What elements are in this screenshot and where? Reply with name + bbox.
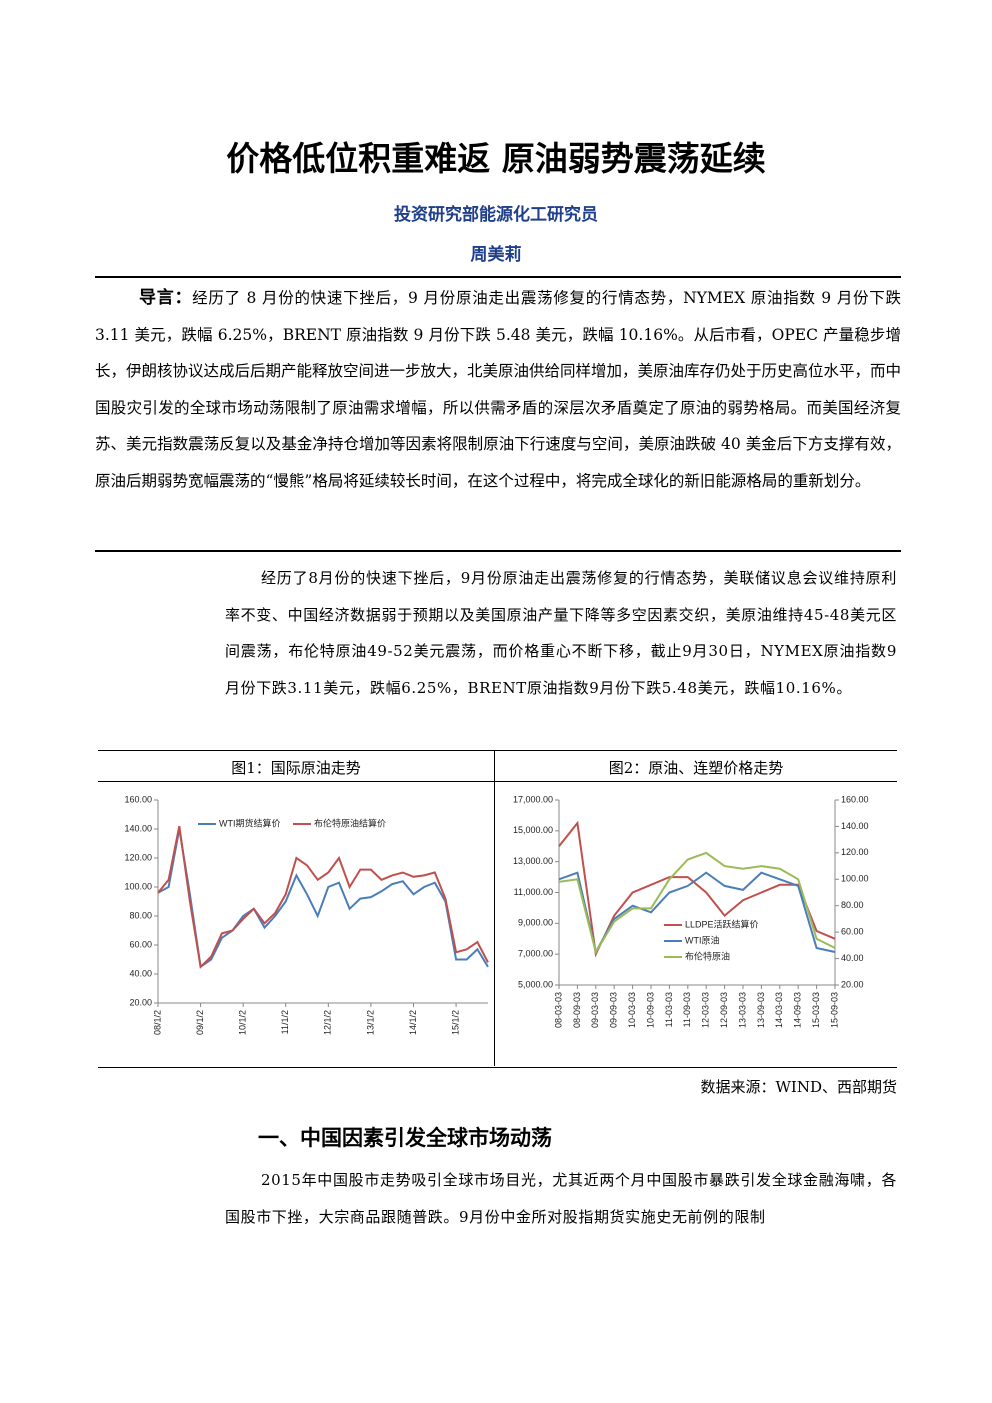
x-tick-label: 11-03-03 [664,992,674,1027]
series-line [157,828,489,969]
department: 投资研究部能源化工研究员 [394,205,598,225]
legend-label: LLDPE活跃结算价 [685,918,759,929]
y-tick-label: 140.00 [124,823,152,833]
x-tick-label: 13-03-03 [737,992,747,1028]
source: 数据来源：WIND、西部期货 [700,1078,898,1096]
title: 价格低位积重难返 原油弱势震荡延续 [226,139,766,178]
rule [95,550,901,552]
divider [98,781,897,782]
x-tick-label: 15/1/2 [450,1010,460,1035]
y2-tick-label: 60.00 [841,927,864,937]
x-tick-label: 14-09-03 [793,992,803,1028]
x-tick-label: 10-09-03 [645,992,655,1028]
section-heading: 一、中国因素引发全球市场动荡 [258,1125,552,1150]
y-tick-label: 17,000.00 [513,794,553,804]
y-tick-label: 11,000.00 [514,887,553,897]
author: 周美莉 [470,245,522,265]
figure-caption: 图2：原油、连塑价格走势 [608,759,784,777]
y-tick-label: 100.00 [124,881,152,891]
chart: 5,000.00 7,000.00 9,000.00 11,000.00 13,000.… [513,794,869,1028]
x-tick-label: 09-09-03 [609,992,619,1028]
paragraph: 经历了8月份的快速下挫后，9月份原油走出震荡修复的行情态势，美联储议息会议维持原… [225,569,897,697]
y2-tick-label: 20.00 [841,979,864,989]
figure-box [98,750,897,1068]
x-tick-label: 10/1/2 [238,1010,248,1035]
y-tick-label: 15,000.00 [513,825,553,835]
y2-tick-label: 80.00 [841,900,864,910]
series-line [157,825,489,969]
x-tick-label: 15-09-03 [829,992,839,1028]
y-tick-label: 20.00 [129,997,152,1007]
section-text: 2015年中国股市走势吸引全球市场目光，尤其近两个月中国股市暴跌引发全球金融海啸… [225,1171,897,1226]
y2-tick-label: 40.00 [841,953,864,963]
x-tick-label: 14/1/2 [408,1010,418,1035]
legend-label: 布伦特原油 [685,950,730,961]
y-tick-label: 13,000.00 [513,856,553,866]
x-tick-label: 12/1/2 [323,1010,333,1035]
x-tick-label: 13/1/2 [365,1010,375,1035]
x-tick-label: 08-09-03 [572,992,582,1028]
intro-label: 导言： [139,288,193,308]
y2-tick-label: 140.00 [841,821,869,831]
x-tick-label: 10-03-03 [627,992,637,1028]
x-tick-label: 09/1/2 [195,1010,205,1035]
x-tick-label: 14-03-03 [774,992,784,1028]
y-tick-label: 7,000.00 [518,949,553,959]
rule [95,276,901,278]
y2-tick-label: 160.00 [841,794,869,804]
x-tick-label: 09-03-03 [590,992,600,1028]
y-tick-label: 160.00 [124,794,152,804]
intro: 导言：经历了 8 月份的快速下挫后，9 月份原油走出震荡修复的行情态势，NYME… [95,280,901,499]
legend-label: WTI期货结算价 [219,817,281,828]
y-tick-label: 5,000.00 [518,979,553,989]
x-tick-label: 13-09-03 [756,992,766,1028]
x-tick-label: 12-09-03 [719,992,729,1028]
legend-label: WTI原油 [685,934,720,945]
divider [494,750,495,1066]
legend-label: 布伦特原油结算价 [314,817,386,828]
x-tick-label: 11-09-03 [682,992,692,1027]
y2-tick-label: 120.00 [841,847,869,857]
y2-tick-label: 100.00 [841,874,869,884]
x-tick-label: 11/1/2 [280,1010,290,1034]
y-tick-label: 40.00 [129,968,152,978]
y-tick-label: 9,000.00 [518,918,553,928]
intro-text: 经历了 8 月份的快速下挫后，9 月份原油走出震荡修复的行情态势，NYMEX 原… [95,289,902,490]
x-tick-label: 12-03-03 [701,992,711,1028]
y-tick-label: 80.00 [129,910,152,920]
series-line [558,851,836,955]
figure-caption: 图1：国际原油走势 [231,759,361,777]
x-tick-label: 08/1/2 [152,1010,162,1035]
chart: 20.00 40.00 60.00 80.00 100.00 120.00 140.00 16… [124,794,489,1035]
y-tick-label: 120.00 [124,852,152,862]
x-tick-label: 15-03-03 [811,992,821,1028]
y-tick-label: 60.00 [129,939,152,949]
x-tick-label: 08-03-03 [553,992,563,1028]
